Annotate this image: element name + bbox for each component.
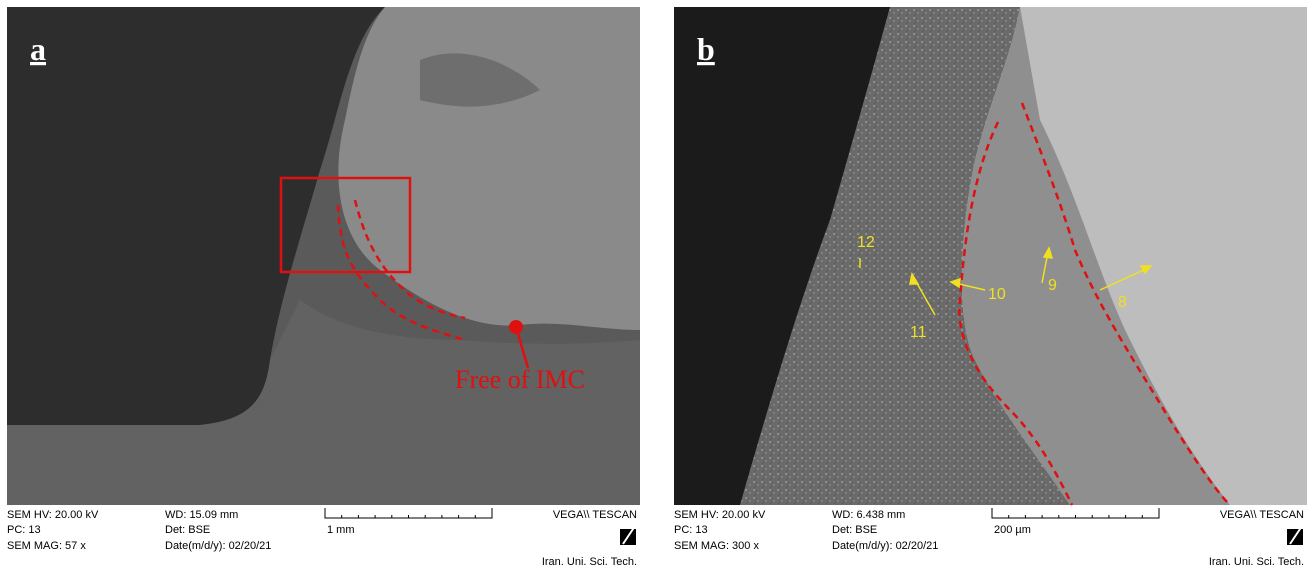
annotation: 10 — [988, 286, 1006, 303]
annotation: 12 — [857, 234, 875, 251]
info-date: Date(m/d/y): 02/20/21 — [165, 540, 271, 552]
info-hv: SEM HV: 20.00 kV — [7, 509, 99, 521]
sem-image-b — [674, 7, 1307, 505]
panel-label: b — [697, 31, 715, 67]
info-brand: VEGA\\ TESCAN — [553, 509, 637, 521]
annotation: 9 — [1048, 277, 1057, 294]
logo — [1286, 526, 1304, 546]
logo — [619, 526, 637, 546]
annotation: 11 — [910, 324, 927, 341]
sem-image-a — [7, 7, 640, 505]
panel-label: a — [30, 31, 46, 67]
info-date: Date(m/d/y): 02/20/21 — [832, 540, 938, 552]
info-brand: VEGA\\ TESCAN — [1220, 509, 1304, 521]
figure: a Free of IMC SEM HV: 20.00 kV PC: 13 SEM MA… — [0, 0, 1313, 571]
info-wd: WD: 15.09 mm — [165, 509, 238, 521]
info-wd: WD: 6.438 mm — [832, 509, 905, 521]
info-scale: 1 mm — [327, 524, 355, 536]
info-institution: Iran. Uni. Sci. Tech. — [1209, 556, 1304, 568]
info-scale: 200 µm — [994, 524, 1031, 536]
info-pc: PC: 13 — [7, 524, 41, 536]
info-hv: SEM HV: 20.00 kV — [674, 509, 766, 521]
annotation: 8 — [1118, 294, 1127, 311]
info-det: Det: BSE — [165, 524, 210, 536]
info-mag: SEM MAG: 57 x — [7, 540, 86, 552]
annotation: Free of IMC — [455, 365, 585, 394]
info-det: Det: BSE — [832, 524, 877, 536]
info-pc: PC: 13 — [674, 524, 708, 536]
info-institution: Iran. Uni. Sci. Tech. — [542, 556, 637, 568]
info-mag: SEM MAG: 300 x — [674, 540, 759, 552]
